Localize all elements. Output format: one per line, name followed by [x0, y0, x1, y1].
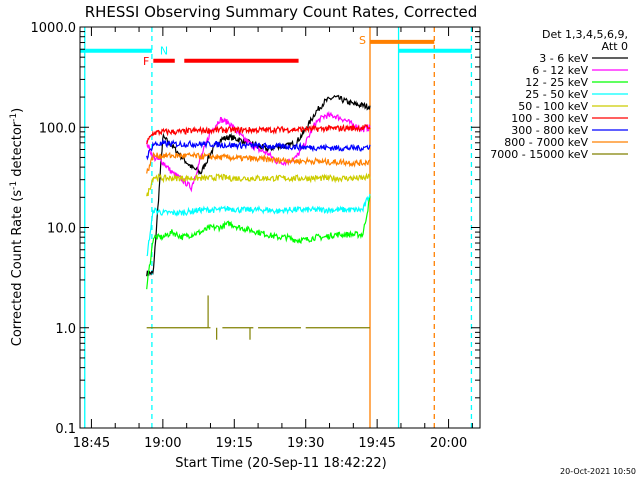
y-axis-label-end: )	[10, 108, 25, 113]
y-axis-ticks: 0.1 1.0 10.0 100.0 1000.0	[31, 21, 480, 437]
series-line	[146, 172, 371, 197]
legend-label: 12 - 25 keV	[525, 76, 588, 89]
legend-attenuator: Att 0	[602, 40, 628, 53]
flag-label: S	[359, 34, 366, 47]
series-line	[146, 123, 371, 145]
series-layer	[146, 94, 371, 340]
legend-label: 50 - 100 keV	[518, 100, 588, 113]
y-axis-label-main: Corrected Count Rate (s	[10, 190, 25, 347]
x-tick-label: 19:45	[358, 436, 395, 451]
y-axis-label-sup1: -1	[9, 181, 19, 190]
x-tick-label: 20:00	[430, 436, 467, 451]
series-line	[146, 94, 371, 277]
series-line	[146, 193, 371, 257]
flag-label: F	[143, 55, 149, 68]
x-tick-label: 19:15	[216, 436, 253, 451]
legend-label: 3 - 6 keV	[539, 52, 588, 65]
flag-label: N	[160, 45, 168, 58]
y-tick-label: 10.0	[47, 222, 76, 237]
legend-label: 25 - 50 keV	[525, 88, 588, 101]
legend-label: 6 - 12 keV	[532, 64, 588, 77]
x-tick-label: 18:45	[73, 436, 110, 451]
legend-label: 300 - 800 keV	[511, 124, 588, 137]
legend-label: 800 - 7000 keV	[504, 136, 588, 149]
series-line	[146, 196, 371, 290]
flag-bars: NF S	[80, 34, 472, 68]
x-tick-label: 19:30	[287, 436, 324, 451]
footer-timestamp: 20-Oct-2021 10:50	[560, 467, 636, 476]
x-axis-ticks: 18:45 19:00 19:15 19:30 19:45 20:00	[73, 27, 473, 451]
y-axis-label-sup2: -1	[9, 113, 19, 122]
y-axis-label-mid: detector	[10, 121, 25, 181]
legend-label: 7000 - 15000 keV	[490, 148, 588, 161]
chart-title: RHESSI Observing Summary Count Rates, Co…	[85, 3, 478, 21]
legend-label: 100 - 300 keV	[511, 112, 588, 125]
series-line	[146, 138, 371, 161]
x-axis-label: Start Time (20-Sep-11 18:42:22)	[175, 456, 386, 471]
y-tick-label: 0.1	[55, 422, 76, 437]
y-tick-label: 1.0	[55, 322, 76, 337]
y-tick-label: 1000.0	[31, 21, 77, 36]
x-tick-label: 19:00	[144, 436, 181, 451]
y-tick-label: 100.0	[39, 121, 76, 136]
series-line	[146, 151, 371, 174]
legend-header: Det 1,3,4,5,6,9,	[542, 28, 628, 41]
plot-frame	[79, 26, 481, 429]
y-axis-label: Corrected Count Rate (s-1 detector-1)	[9, 108, 25, 346]
vertical-marker-lines	[84, 27, 473, 428]
